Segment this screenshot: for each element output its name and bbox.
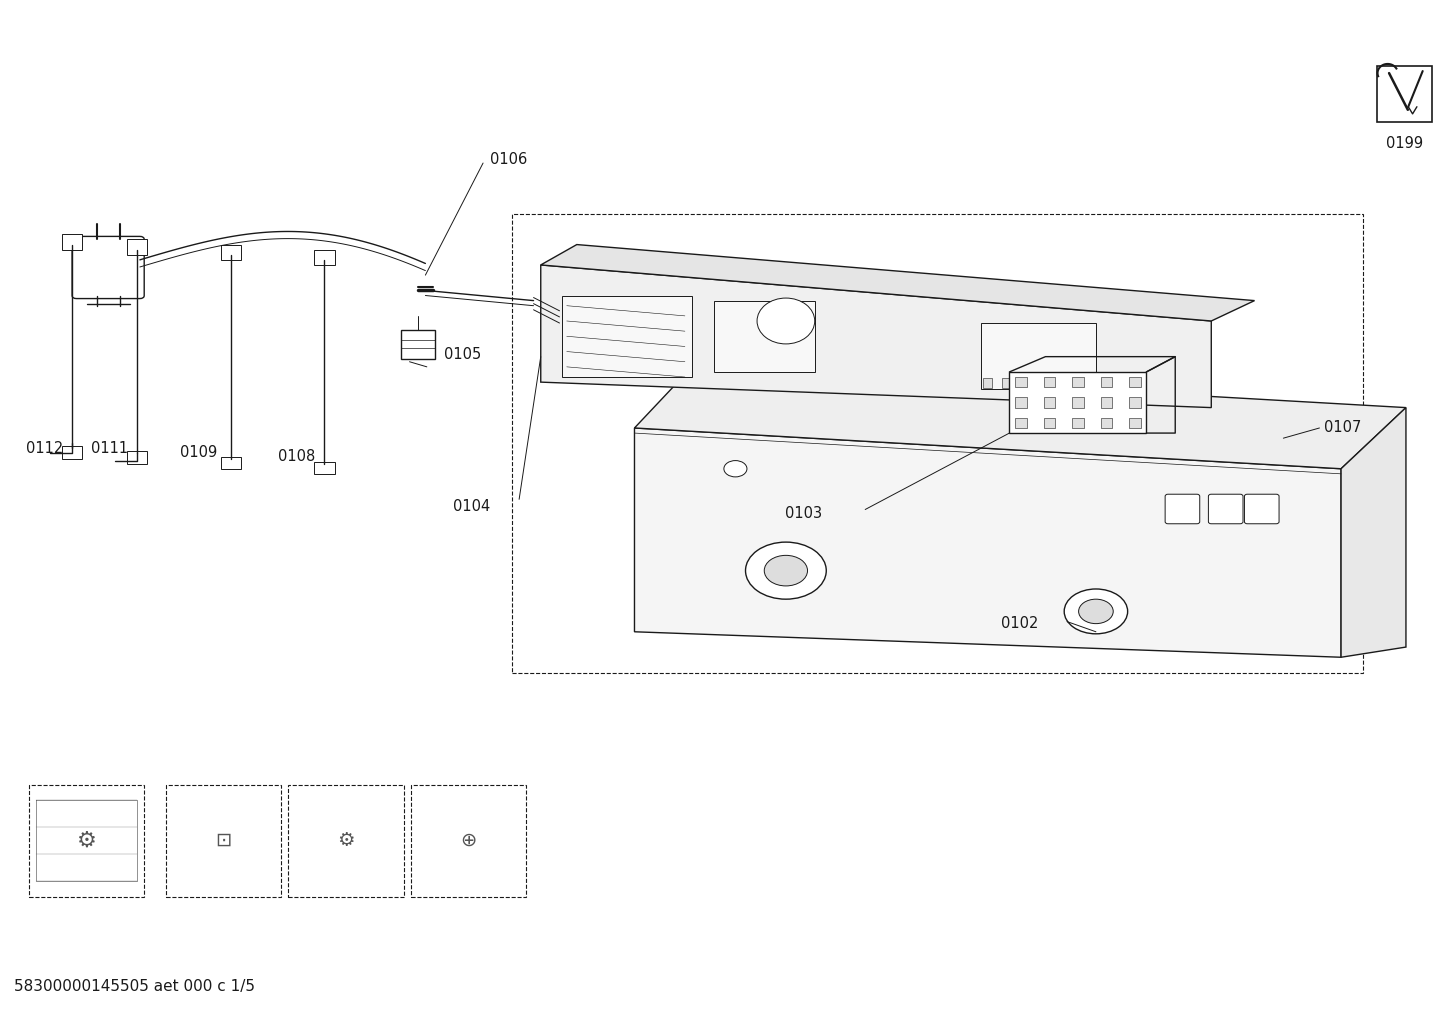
- Bar: [1009, 372, 1146, 433]
- Bar: [127, 451, 147, 464]
- Bar: [562, 296, 692, 377]
- Text: ⊕: ⊕: [460, 832, 477, 850]
- Bar: [1071, 377, 1084, 387]
- Bar: [166, 785, 281, 897]
- Bar: [1058, 378, 1067, 388]
- Bar: [1077, 378, 1086, 388]
- Bar: [1002, 378, 1011, 388]
- Bar: [1021, 378, 1030, 388]
- Bar: [62, 234, 82, 250]
- Text: 0112: 0112: [26, 441, 63, 455]
- Circle shape: [746, 542, 826, 599]
- Bar: [1015, 397, 1027, 408]
- Bar: [1100, 418, 1112, 428]
- Text: 0108: 0108: [278, 449, 316, 464]
- Text: ⚙: ⚙: [337, 832, 355, 850]
- FancyBboxPatch shape: [1244, 494, 1279, 524]
- Bar: [221, 457, 241, 469]
- Bar: [1044, 397, 1056, 408]
- Bar: [314, 462, 335, 474]
- Text: 0107: 0107: [1324, 421, 1361, 435]
- Bar: [127, 239, 147, 255]
- Polygon shape: [634, 428, 1341, 657]
- Polygon shape: [541, 265, 1211, 408]
- Bar: [1040, 378, 1048, 388]
- FancyBboxPatch shape: [1208, 494, 1243, 524]
- Bar: [1377, 66, 1432, 122]
- Bar: [1100, 397, 1112, 408]
- Bar: [981, 323, 1096, 389]
- Bar: [1071, 418, 1084, 428]
- Bar: [1044, 377, 1056, 387]
- Text: 0106: 0106: [490, 153, 528, 167]
- FancyBboxPatch shape: [1165, 494, 1200, 524]
- Circle shape: [1079, 599, 1113, 624]
- Circle shape: [764, 555, 808, 586]
- Text: 58300000145505 aet 000 c 1/5: 58300000145505 aet 000 c 1/5: [14, 978, 255, 994]
- Bar: [1044, 418, 1056, 428]
- Ellipse shape: [757, 298, 815, 343]
- Bar: [983, 378, 992, 388]
- Text: 0111: 0111: [91, 441, 128, 455]
- Polygon shape: [541, 245, 1255, 321]
- Text: 0103: 0103: [784, 506, 822, 521]
- Circle shape: [724, 461, 747, 477]
- Text: 0104: 0104: [453, 499, 490, 514]
- Bar: [401, 330, 435, 359]
- Bar: [512, 214, 1363, 673]
- Bar: [1100, 377, 1112, 387]
- Text: 0102: 0102: [1001, 616, 1038, 631]
- Bar: [1071, 397, 1084, 408]
- Bar: [1129, 418, 1141, 428]
- Circle shape: [1064, 589, 1128, 634]
- Text: 0105: 0105: [444, 347, 482, 362]
- Bar: [1015, 418, 1027, 428]
- Bar: [1015, 377, 1027, 387]
- Bar: [411, 785, 526, 897]
- Polygon shape: [1341, 408, 1406, 657]
- Polygon shape: [634, 367, 1406, 469]
- Bar: [1129, 377, 1141, 387]
- FancyBboxPatch shape: [72, 236, 144, 299]
- Bar: [288, 785, 404, 897]
- Bar: [29, 785, 144, 897]
- Text: 0199: 0199: [1386, 136, 1423, 151]
- Bar: [314, 250, 335, 265]
- Text: ⚙: ⚙: [76, 830, 97, 851]
- Bar: [1129, 397, 1141, 408]
- Text: 0109: 0109: [180, 445, 218, 460]
- Bar: [62, 446, 82, 459]
- Bar: [714, 301, 815, 372]
- Bar: [221, 245, 241, 260]
- Text: ⊡: ⊡: [215, 832, 232, 850]
